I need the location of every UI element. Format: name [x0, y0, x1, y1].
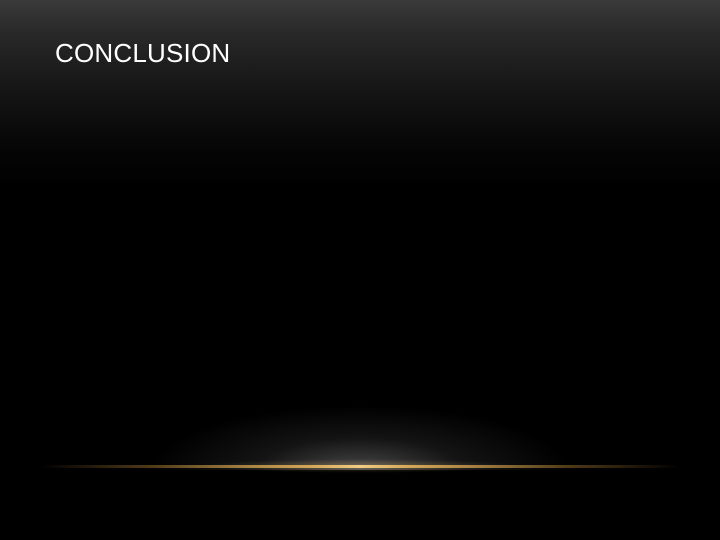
gold-accent-line — [40, 465, 680, 468]
floor-glow-decoration — [150, 405, 570, 470]
slide-title: CONCLUSION — [55, 38, 231, 68]
